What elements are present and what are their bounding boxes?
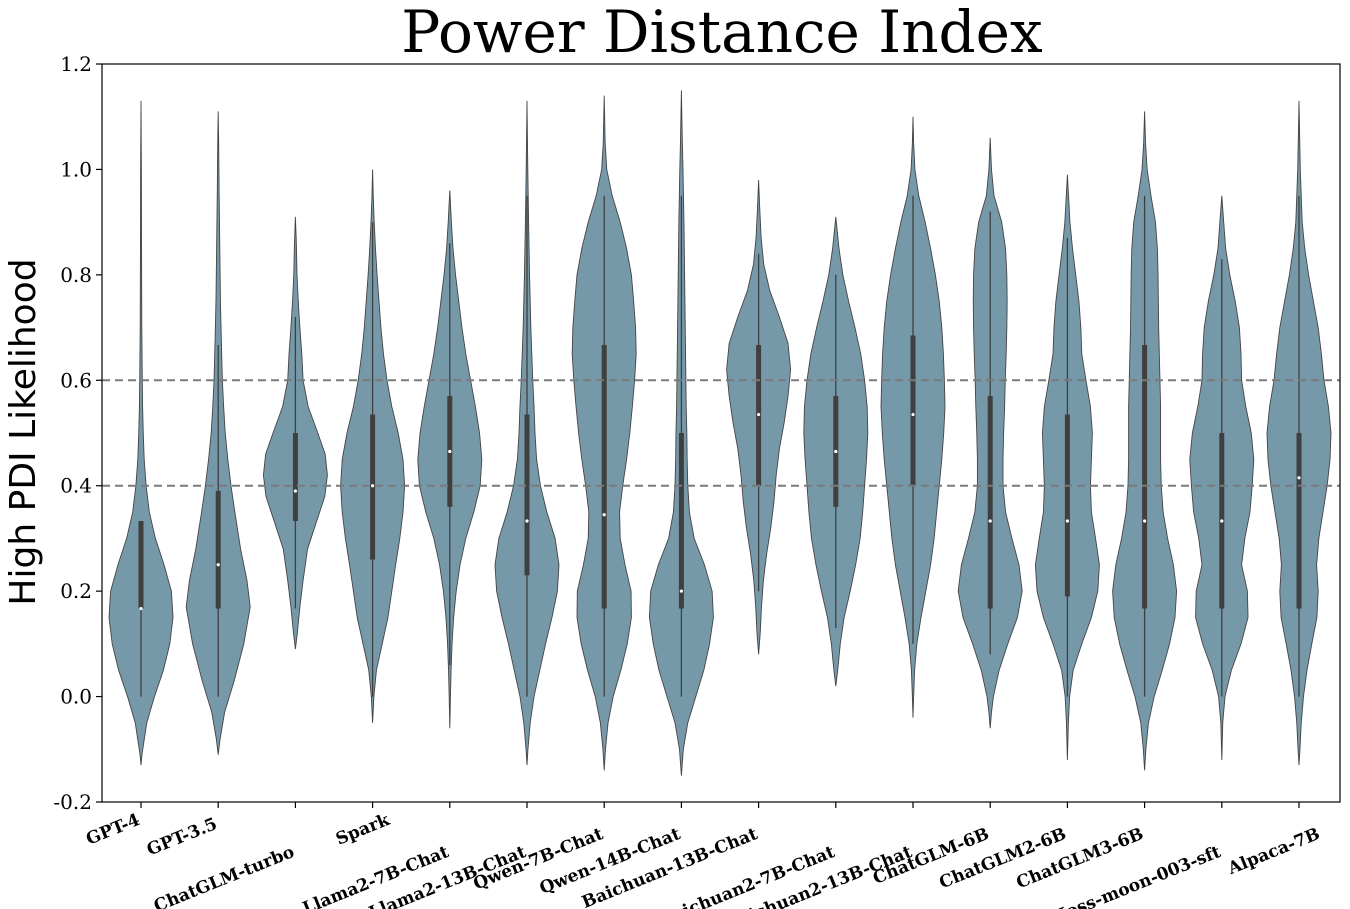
plot-frame bbox=[101, 63, 1341, 803]
x-tick-label: Spark bbox=[333, 810, 393, 850]
y-tick-label: 0.0 bbox=[60, 685, 92, 709]
violin-iqr-box bbox=[138, 521, 144, 609]
violin-median bbox=[293, 489, 297, 493]
y-tick-label: 1.0 bbox=[60, 157, 92, 181]
y-tick-label: 0.8 bbox=[60, 263, 92, 287]
y-tick-label: 0.4 bbox=[60, 474, 92, 498]
x-tick-label: GPT-4 bbox=[83, 810, 143, 850]
violin-median bbox=[757, 412, 761, 417]
x-axis-ticks: GPT-4 GPT-3.5ChatGLM-turboSparkLlama2-7B-… bbox=[83, 802, 1323, 909]
violin-median bbox=[216, 563, 220, 567]
violin-iqr-box bbox=[215, 490, 221, 609]
violin-body bbox=[108, 100, 174, 766]
y-axis-label: High PDI Likelihood bbox=[3, 258, 44, 605]
y-tick-label: 0.6 bbox=[60, 368, 92, 392]
violin-iqr-box bbox=[678, 433, 684, 609]
violin-iqr-box bbox=[524, 414, 530, 576]
chart-title: Power Distance Index bbox=[401, 0, 1042, 66]
y-tick-label: 1.2 bbox=[60, 52, 92, 76]
violin-median bbox=[525, 519, 529, 523]
violin-median bbox=[139, 606, 143, 611]
violin-layer bbox=[108, 90, 1332, 776]
y-axis-ticks: -0.2 0.0 0.2 0.4 0.6 0.8 1.0 1.2 bbox=[53, 52, 102, 814]
x-tick-label: GPT-3.5 bbox=[144, 814, 220, 860]
violin-median bbox=[1220, 519, 1224, 523]
x-tick-label: Alpaca-7B bbox=[1224, 824, 1323, 879]
violin-iqr-box bbox=[910, 335, 916, 486]
violin-iqr-box bbox=[1296, 433, 1302, 609]
violin-iqr-box bbox=[292, 433, 298, 522]
violin-iqr-box bbox=[1064, 414, 1070, 597]
y-tick-label: 0.2 bbox=[60, 579, 92, 603]
x-tick-label: ChatGLM-turbo bbox=[151, 842, 297, 909]
violin-iqr-box bbox=[601, 344, 607, 609]
violin-median bbox=[834, 449, 838, 454]
violin-median bbox=[988, 519, 992, 523]
violin-median bbox=[602, 513, 606, 517]
violin-iqr-box bbox=[1142, 344, 1148, 609]
violin-median bbox=[371, 484, 375, 488]
violin-iqr-box bbox=[987, 396, 993, 609]
reference-lines bbox=[102, 379, 1340, 487]
violin-median bbox=[1065, 519, 1069, 523]
violin-median bbox=[448, 449, 452, 454]
violin-median bbox=[1297, 476, 1301, 480]
violin-median bbox=[911, 412, 915, 417]
violin-median bbox=[1143, 519, 1147, 523]
y-tick-label: -0.2 bbox=[53, 790, 92, 814]
violin-median bbox=[679, 589, 684, 593]
